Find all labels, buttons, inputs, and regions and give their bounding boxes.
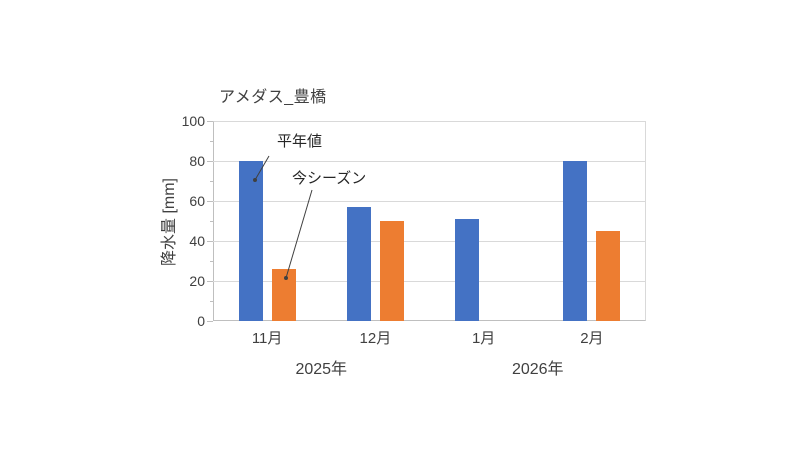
y-minor-tick-70 bbox=[210, 181, 213, 182]
y-tick-mark-60 bbox=[207, 201, 213, 202]
gridline-20 bbox=[213, 281, 646, 282]
y-tick-label-60: 60 bbox=[189, 193, 205, 209]
y-tick-mark-20 bbox=[207, 281, 213, 282]
y-tick-label-100: 100 bbox=[181, 113, 205, 129]
gridline-60 bbox=[213, 201, 646, 202]
y-minor-tick-50 bbox=[210, 221, 213, 222]
annotation-label-heinenchi: 平年値 bbox=[277, 133, 323, 150]
x-category-label-12月: 12月 bbox=[359, 330, 392, 347]
y-tick-mark-80 bbox=[207, 161, 213, 162]
x-year-label-2026年: 2026年 bbox=[511, 361, 564, 378]
y-tick-label-80: 80 bbox=[189, 153, 205, 169]
y-tick-mark-100 bbox=[207, 121, 213, 122]
chart-title: アメダス_豊橋 bbox=[219, 89, 327, 106]
y-axis-label: 降水量 [mm] bbox=[161, 178, 178, 266]
x-year-label-2025年: 2025年 bbox=[295, 361, 348, 378]
y-tick-label-0: 0 bbox=[197, 313, 205, 329]
y-minor-tick-30 bbox=[210, 261, 213, 262]
x-category-label-1月: 1月 bbox=[471, 330, 496, 347]
bar-平年値-12月 bbox=[346, 207, 371, 321]
y-tick-mark-40 bbox=[207, 241, 213, 242]
y-tick-label-40: 40 bbox=[189, 233, 205, 249]
annotation-label-season: 今シーズン bbox=[292, 170, 367, 187]
x-category-label-11月: 11月 bbox=[251, 330, 283, 347]
bar-平年値-11月 bbox=[238, 161, 263, 321]
bar-平年値-2月 bbox=[563, 161, 588, 321]
y-tick-label-20: 20 bbox=[189, 273, 205, 289]
x-category-label-2月: 2月 bbox=[580, 330, 604, 347]
bar-今シーズン-11月 bbox=[271, 269, 296, 321]
y-minor-tick-10 bbox=[210, 301, 213, 302]
bar-平年値-1月 bbox=[455, 219, 480, 321]
gridline-80 bbox=[213, 161, 646, 162]
y-minor-tick-90 bbox=[210, 141, 213, 142]
bar-今シーズン-2月 bbox=[596, 231, 621, 321]
bar-今シーズン-12月 bbox=[379, 221, 404, 321]
y-tick-mark-0 bbox=[207, 321, 213, 322]
gridline-40 bbox=[213, 241, 646, 242]
